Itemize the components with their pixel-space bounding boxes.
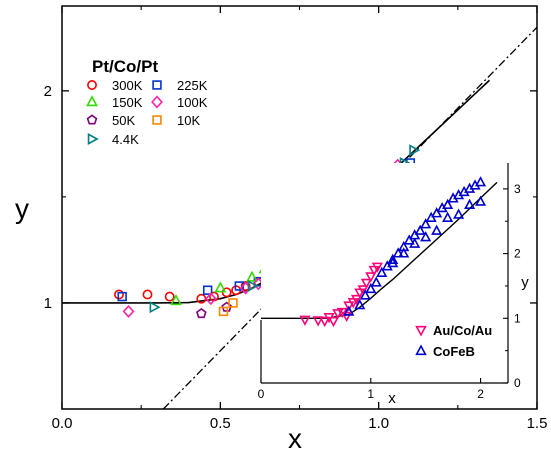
legend-marker-300K	[87, 80, 97, 90]
inset-point-CoFeB	[365, 282, 377, 294]
legend-label-300K: 300K	[112, 78, 143, 93]
inset-point-Au/Co/Au	[365, 272, 377, 283]
inset-y-tick-label: 1	[514, 311, 521, 325]
legend-label-225K: 225K	[177, 78, 208, 93]
legend-marker-150K	[86, 95, 98, 107]
inset-x-tick-label: 2	[477, 387, 484, 401]
inset-point-CoFeB	[414, 224, 426, 235]
inset-point-CoFeB	[398, 247, 410, 258]
data-point-225K	[117, 291, 127, 302]
inset-x-axis-label: x	[388, 390, 396, 407]
data-point-100K	[204, 292, 217, 306]
inset-point-CoFeB	[464, 198, 476, 210]
inset-point-Au/Co/Au	[319, 316, 331, 328]
inset-point-Au/Co/Au	[360, 278, 372, 290]
inset-point-CoFeB	[354, 299, 366, 310]
inset-point-CoFeB	[453, 208, 465, 219]
main-x-axis-label: x	[288, 423, 302, 454]
main-axis-ticks: 0.0 0.5 1.0 1.5 1 2	[44, 6, 548, 432]
data-point-225K	[202, 285, 213, 295]
inset-legend-label-CoFeB: CoFeB	[433, 344, 475, 359]
legend-label-4.4K: 4.4K	[112, 132, 139, 147]
x-tick-label: 1.5	[527, 415, 548, 432]
inset-axis-ticks: 0 1 2 0 1 2 3	[258, 182, 521, 401]
legend-marker-4.4K	[87, 133, 99, 145]
data-point-4.4K	[149, 301, 161, 314]
x-tick-label: 1.0	[368, 415, 389, 432]
legend-label-150K: 150K	[112, 95, 143, 110]
inset-point-Au/Co/Au	[371, 262, 383, 273]
y-tick-label: 2	[44, 83, 52, 100]
inset-point-CoFeB	[359, 289, 371, 300]
legend-title: Pt/Co/Pt	[92, 57, 158, 76]
data-point-300K	[142, 289, 153, 300]
inset-point-CoFeB	[431, 207, 443, 218]
inset-legend-label-Au/Co/Au: Au/Co/Au	[433, 323, 492, 338]
inset-point-Au/Co/Au	[312, 316, 324, 327]
inset-point-CoFeB	[475, 176, 487, 187]
inset-y-tick-label: 0	[514, 376, 521, 390]
x-tick-label: 0.0	[52, 415, 73, 432]
inset-point-CoFeB	[403, 234, 415, 245]
inset-point-CoFeB	[420, 218, 432, 229]
inset-y-tick-label: 3	[514, 182, 521, 196]
data-point-300K	[164, 291, 175, 302]
data-point-4.4K	[247, 280, 259, 292]
legend-marker-225K	[152, 80, 162, 90]
data-point-4.4K	[409, 144, 421, 157]
inset-point-Au/Co/Au	[350, 294, 363, 306]
legend-label-50K: 50K	[112, 113, 135, 128]
data-point-10K	[228, 298, 238, 308]
legend-marker-100K	[151, 95, 163, 109]
inset-y-axis-label: y	[521, 274, 529, 291]
inset-legend-marker-Au/Co/Au	[415, 325, 427, 337]
inset-point-Au/Co/Au	[299, 315, 311, 326]
inset-point-CoFeB	[376, 266, 388, 277]
inset-point-CoFeB	[431, 224, 443, 235]
legend-label-10K: 10K	[177, 113, 200, 128]
main-legend: Pt/Co/Pt 300K 150K 50K 4.4K 225K 100K 10K	[86, 57, 208, 147]
y-tick-label: 1	[44, 295, 52, 312]
legend-marker-10K	[152, 115, 162, 125]
legend-marker-50K	[86, 114, 98, 125]
inset-point-Au/Co/Au	[327, 316, 339, 328]
data-point-50K	[196, 307, 207, 319]
inset-point-CoFeB	[392, 247, 404, 258]
x-tick-label: 0.5	[210, 415, 231, 432]
inset-legend: Au/Co/Au CoFeB	[415, 323, 492, 359]
inset-point-CoFeB	[387, 253, 399, 265]
inset-point-CoFeB	[420, 231, 432, 242]
data-point-150K	[170, 294, 182, 306]
inset-point-CoFeB	[409, 237, 421, 248]
inset-point-CoFeB	[370, 276, 382, 287]
legend-label-100K: 100K	[177, 95, 208, 110]
inset-point-Au/Co/Au	[343, 301, 355, 312]
inset-point-CoFeB	[442, 198, 454, 210]
inset-legend-marker-CoFeB	[415, 344, 427, 356]
inset-point-CoFeB	[387, 256, 399, 268]
inset-x-tick-label: 1	[367, 387, 374, 401]
inset-plot: 0 1 2 0 1 2 3 x y Au/Co/Au CoFeB	[258, 163, 529, 407]
inset-x-tick-label: 0	[258, 387, 265, 401]
data-point-10K	[218, 306, 229, 317]
inset-point-CoFeB	[343, 305, 355, 316]
inset-point-CoFeB	[442, 211, 454, 222]
inset-data-points	[299, 176, 487, 328]
main-y-axis-label: y	[15, 193, 29, 224]
data-point-100K	[122, 304, 135, 318]
data-point-150K	[246, 270, 258, 282]
inset-y-tick-label: 2	[514, 247, 521, 261]
data-point-150K	[214, 281, 227, 293]
inset-point-CoFeB	[475, 195, 487, 206]
